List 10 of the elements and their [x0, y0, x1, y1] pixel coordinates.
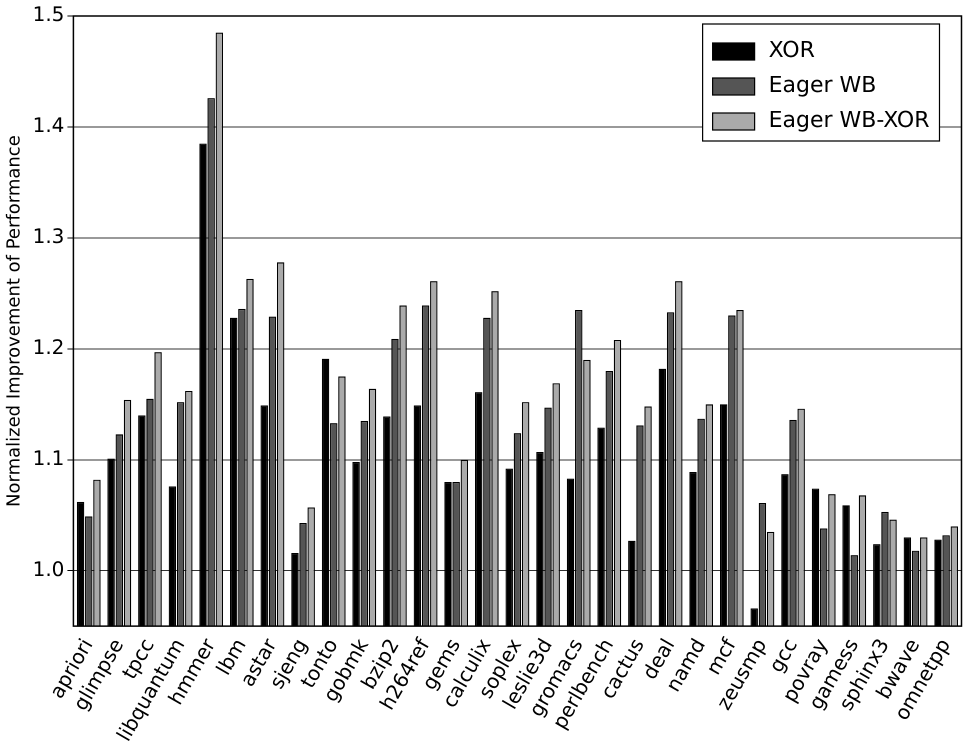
legend-label: Eager WB	[768, 73, 876, 98]
y-tick-label: 1.3	[32, 224, 64, 248]
y-axis-title: Normalized Improvement of Performance	[3, 135, 24, 507]
legend-label: XOR	[768, 38, 815, 64]
legend-label: Eager WB-XOR	[768, 108, 930, 134]
y-tick-label: 1.5	[32, 2, 64, 26]
y-tick-label: 1.2	[32, 335, 64, 360]
y-tick-label: 1.4	[32, 113, 64, 138]
y-tick-label: 1.0	[32, 556, 64, 581]
y-tick-label: 1.1	[32, 446, 64, 470]
